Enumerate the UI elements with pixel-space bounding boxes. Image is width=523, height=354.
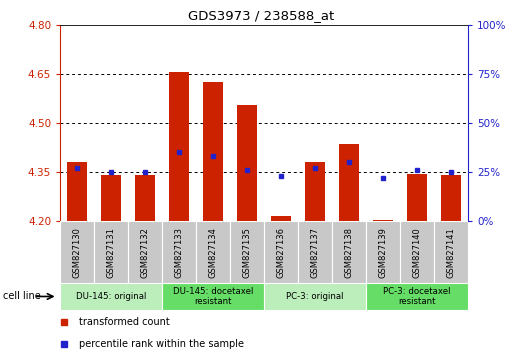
Text: DU-145: original: DU-145: original: [76, 292, 146, 301]
Text: PC-3: docetaxel
resistant: PC-3: docetaxel resistant: [383, 287, 451, 306]
Bar: [339, 144, 359, 221]
Bar: [135, 176, 155, 221]
Text: GSM827134: GSM827134: [209, 227, 218, 278]
Text: GSM827132: GSM827132: [141, 227, 150, 278]
Bar: [271, 216, 291, 221]
Bar: [373, 219, 393, 221]
Bar: [101, 176, 121, 221]
Text: GSM827136: GSM827136: [277, 227, 286, 278]
Bar: [400, 221, 434, 283]
Bar: [169, 72, 189, 221]
Text: GSM827141: GSM827141: [447, 227, 456, 278]
Bar: [298, 221, 332, 283]
Text: cell line: cell line: [3, 291, 40, 302]
Bar: [230, 221, 264, 283]
Text: GSM827133: GSM827133: [175, 227, 184, 278]
Bar: [264, 221, 298, 283]
Text: GSM827138: GSM827138: [345, 227, 354, 278]
Bar: [237, 105, 257, 221]
Text: GSM827140: GSM827140: [413, 227, 422, 278]
Text: GSM827135: GSM827135: [243, 227, 252, 278]
Bar: [203, 82, 223, 221]
Text: GSM827139: GSM827139: [379, 227, 388, 278]
Bar: [366, 283, 468, 310]
Text: percentile rank within the sample: percentile rank within the sample: [78, 339, 244, 349]
Text: transformed count: transformed count: [78, 317, 169, 327]
Bar: [162, 283, 264, 310]
Bar: [196, 221, 230, 283]
Text: GDS3973 / 238588_at: GDS3973 / 238588_at: [188, 9, 335, 22]
Bar: [264, 283, 366, 310]
Text: GSM827130: GSM827130: [73, 227, 82, 278]
Bar: [67, 162, 87, 221]
Bar: [60, 221, 94, 283]
Bar: [434, 221, 468, 283]
Bar: [407, 174, 427, 221]
Text: GSM827137: GSM827137: [311, 227, 320, 278]
Text: GSM827131: GSM827131: [107, 227, 116, 278]
Bar: [60, 283, 162, 310]
Bar: [128, 221, 162, 283]
Bar: [94, 221, 128, 283]
Bar: [162, 221, 196, 283]
Bar: [332, 221, 366, 283]
Bar: [366, 221, 400, 283]
Text: PC-3: original: PC-3: original: [287, 292, 344, 301]
Text: DU-145: docetaxel
resistant: DU-145: docetaxel resistant: [173, 287, 253, 306]
Bar: [305, 162, 325, 221]
Bar: [441, 176, 461, 221]
